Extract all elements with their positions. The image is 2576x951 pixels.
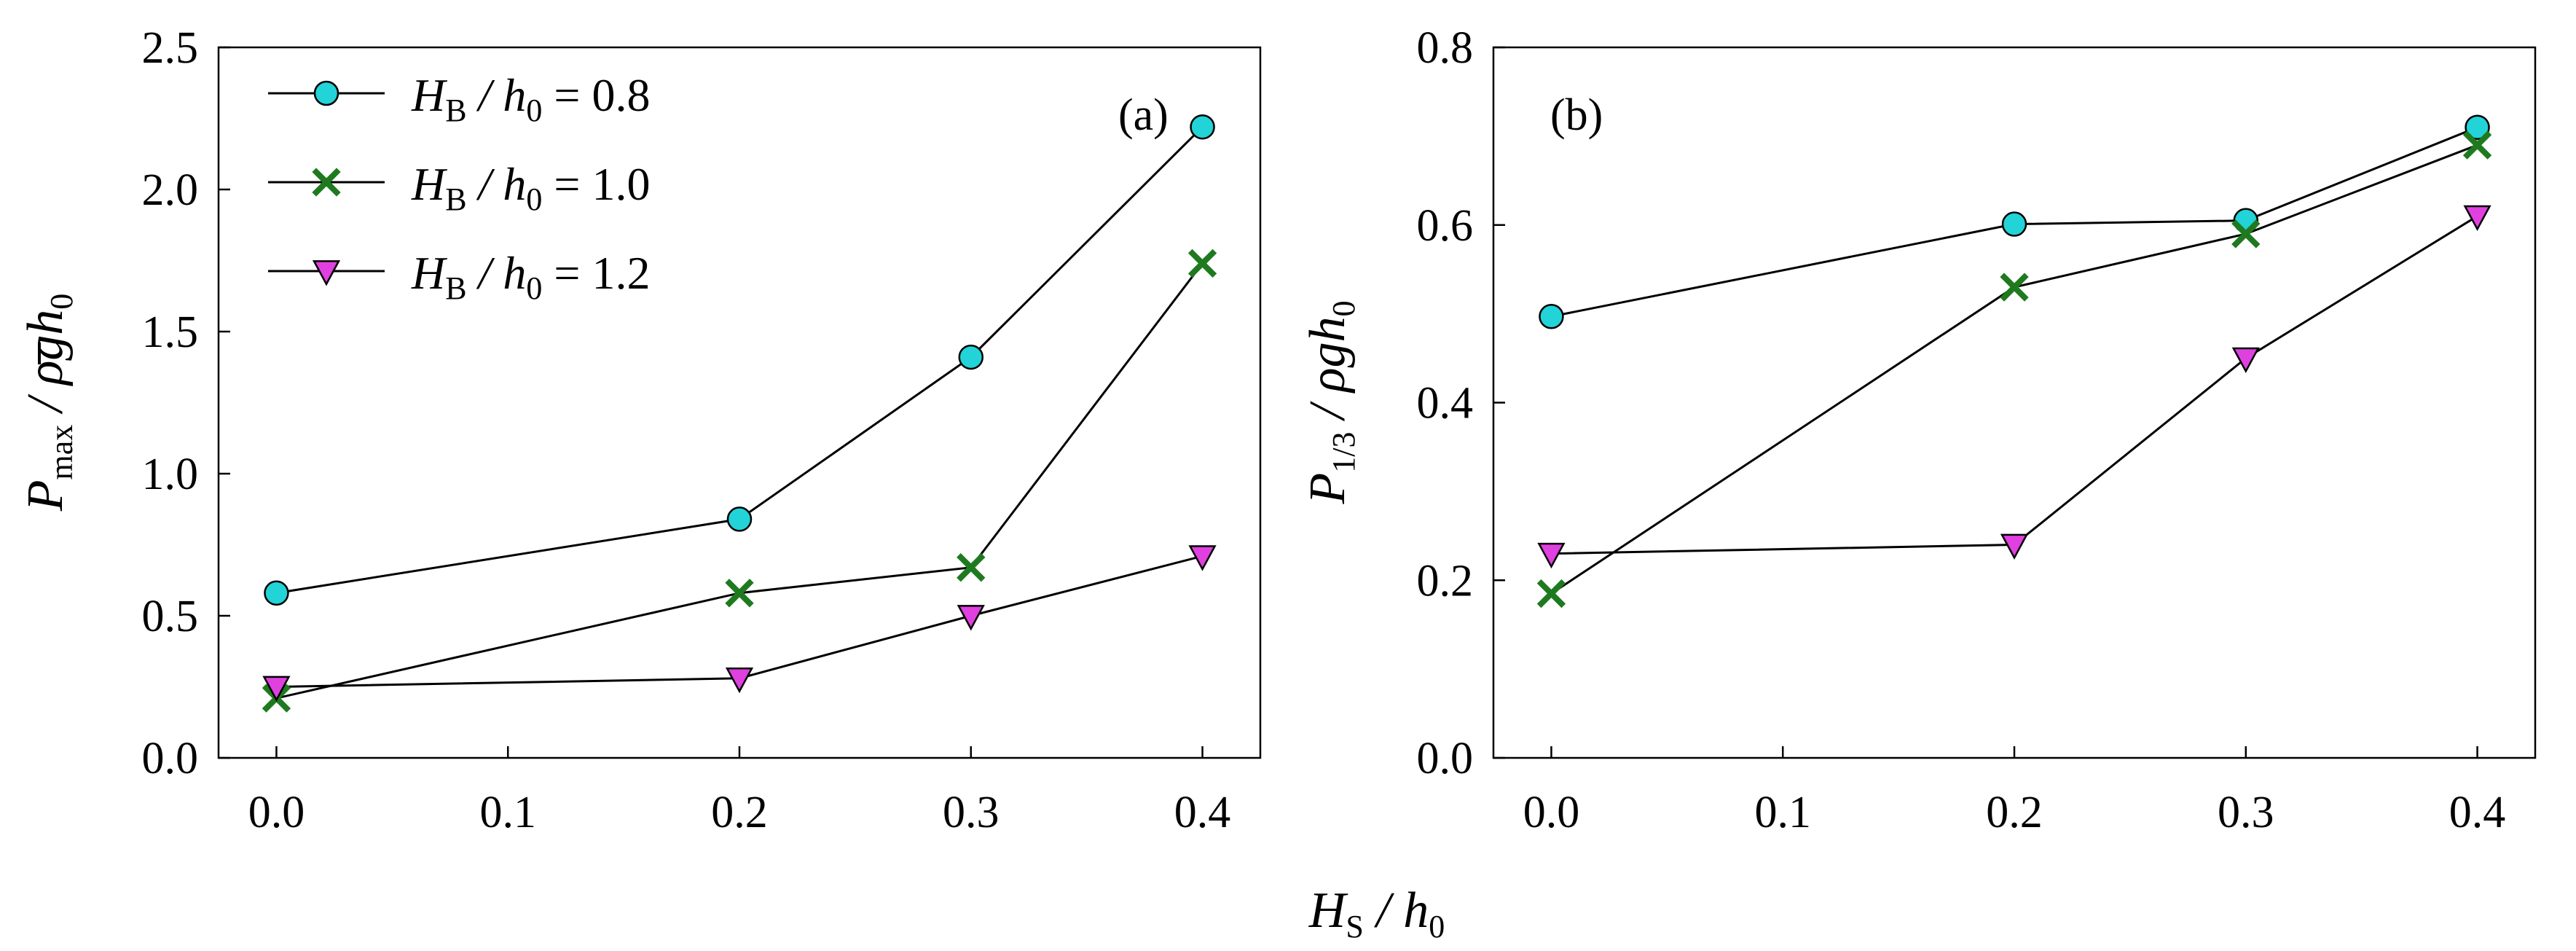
x-title-rest-sub: 0 xyxy=(1429,909,1445,944)
data-point-a-2 xyxy=(1188,545,1217,571)
y-title-rest-sub: 0 xyxy=(44,294,79,310)
plot-frame-b xyxy=(1492,46,2537,759)
legend-item-0: HB / h0 = 0.8 xyxy=(268,69,650,128)
legend-label: HB / h0 = 1.0 xyxy=(411,158,650,217)
series-layer-b xyxy=(1536,114,2492,608)
data-point-b-2 xyxy=(1537,542,1566,569)
panel-b: 0.0 0.1 0.2 0.3 0.4 0.0 0.2 0.4 0.6 0.8 (b) P1/3 … xyxy=(1300,23,2537,837)
data-point-a-0 xyxy=(726,506,753,532)
plot-frame-a xyxy=(217,46,1262,759)
series-line-b-2 xyxy=(1551,215,2478,555)
data-point-a-1 xyxy=(1187,248,1217,278)
series-line-b-1 xyxy=(1550,144,2478,595)
data-point-b-1 xyxy=(2462,130,2492,160)
y-axis-title-b: P1/3 / ρgh0 xyxy=(1300,300,1362,504)
x-tick-label: 0.1 xyxy=(1754,788,1811,837)
axis-ticks-b: 0.0 0.1 0.2 0.3 0.4 0.0 0.2 0.4 0.6 0.8 xyxy=(1417,23,2506,837)
data-point-b-0 xyxy=(2465,114,2490,140)
y-tick-label: 0.0 xyxy=(1417,734,1474,783)
data-point-b-2 xyxy=(2000,533,2029,560)
data-point-b-1 xyxy=(1536,579,1566,608)
y-tick-label: 1.0 xyxy=(142,450,199,499)
data-point-a-0 xyxy=(1190,114,1215,140)
data-point-a-2 xyxy=(725,667,754,694)
y-tick-label: 1.5 xyxy=(142,308,199,357)
legend-marker xyxy=(312,168,341,197)
x-tick-label: 0.3 xyxy=(943,788,1000,837)
y-tick-label: 0.8 xyxy=(1417,23,1474,73)
series-layer-a xyxy=(262,114,1217,713)
series-line-a-0 xyxy=(276,126,1203,595)
y-tick-label: 0.5 xyxy=(142,592,199,641)
x-tick-label: 0.3 xyxy=(2218,788,2274,837)
y-tick-label: 0.4 xyxy=(1417,379,1474,428)
panel-label-a: (a) xyxy=(1118,90,1169,140)
y-title-symbol: P xyxy=(17,480,74,512)
y-tick-label: 2.5 xyxy=(142,23,199,73)
x-tick-label: 0.2 xyxy=(711,788,768,837)
series-line-a-2 xyxy=(276,555,1203,688)
series-line-b-0 xyxy=(1551,126,2478,318)
data-point-b-0 xyxy=(2001,211,2027,237)
panel-a: 0.0 0.1 0.2 0.3 0.4 0.0 0.5 1.0 1.5 2.0 2.5 (a) Pm… xyxy=(17,23,1262,837)
x-title-sub: S xyxy=(1346,909,1363,944)
data-point-a-0 xyxy=(958,344,984,370)
data-point-a-1 xyxy=(725,579,754,608)
x-tick-label: 0.4 xyxy=(2449,788,2506,837)
x-title-rest: / h xyxy=(1364,882,1429,939)
y-axis-title-a: Pmax / ρgh0 xyxy=(17,294,79,512)
y-title-subscript: 1/3 xyxy=(1326,432,1362,473)
x-tick-label: 0.1 xyxy=(479,788,536,837)
data-point-a-2 xyxy=(262,676,291,702)
legend-label: HB / h0 = 1.2 xyxy=(411,247,650,306)
series-line-a-1 xyxy=(276,262,1203,700)
data-point-a-0 xyxy=(264,580,289,606)
x-tick-label: 0.0 xyxy=(248,788,305,837)
data-point-a-2 xyxy=(957,605,985,631)
panel-label-b: (b) xyxy=(1550,90,1603,140)
y-title-rest: / ρgh xyxy=(17,310,74,425)
legend: HB / h0 = 0.8 HB / h0 = 1.0 HB / h0 = 1.2 xyxy=(268,69,650,306)
legend-label: HB / h0 = 0.8 xyxy=(411,69,650,128)
data-point-b-2 xyxy=(2231,347,2260,374)
data-point-b-1 xyxy=(2000,273,2029,302)
legend-item-1: HB / h0 = 1.0 xyxy=(268,158,650,217)
data-point-a-1 xyxy=(957,553,986,582)
x-tick-label: 0.4 xyxy=(1174,788,1231,837)
legend-marker xyxy=(312,260,341,286)
data-point-b-1 xyxy=(2231,219,2261,248)
legend-marker xyxy=(313,80,339,106)
y-title-rest: / ρgh xyxy=(1300,316,1356,431)
y-tick-label: 0.6 xyxy=(1417,201,1474,251)
x-tick-label: 0.0 xyxy=(1523,788,1580,837)
legend-item-2: HB / h0 = 1.2 xyxy=(268,247,650,306)
x-axis-title: HS / h0 xyxy=(1308,882,1445,944)
y-title-subscript: max xyxy=(44,425,79,480)
x-title-symbol: H xyxy=(1308,882,1348,939)
y-tick-label: 0.0 xyxy=(142,734,199,783)
axis-ticks-a: 0.0 0.1 0.2 0.3 0.4 0.0 0.5 1.0 1.5 2.0 2.5 xyxy=(142,23,1231,837)
y-title-rest-sub: 0 xyxy=(1326,300,1362,316)
x-tick-label: 0.2 xyxy=(1986,788,2043,837)
y-tick-label: 0.2 xyxy=(1417,556,1474,606)
y-tick-label: 2.0 xyxy=(142,165,199,215)
data-point-b-2 xyxy=(2463,205,2491,232)
data-point-b-0 xyxy=(1539,304,1564,329)
y-title-symbol: P xyxy=(1300,473,1356,505)
